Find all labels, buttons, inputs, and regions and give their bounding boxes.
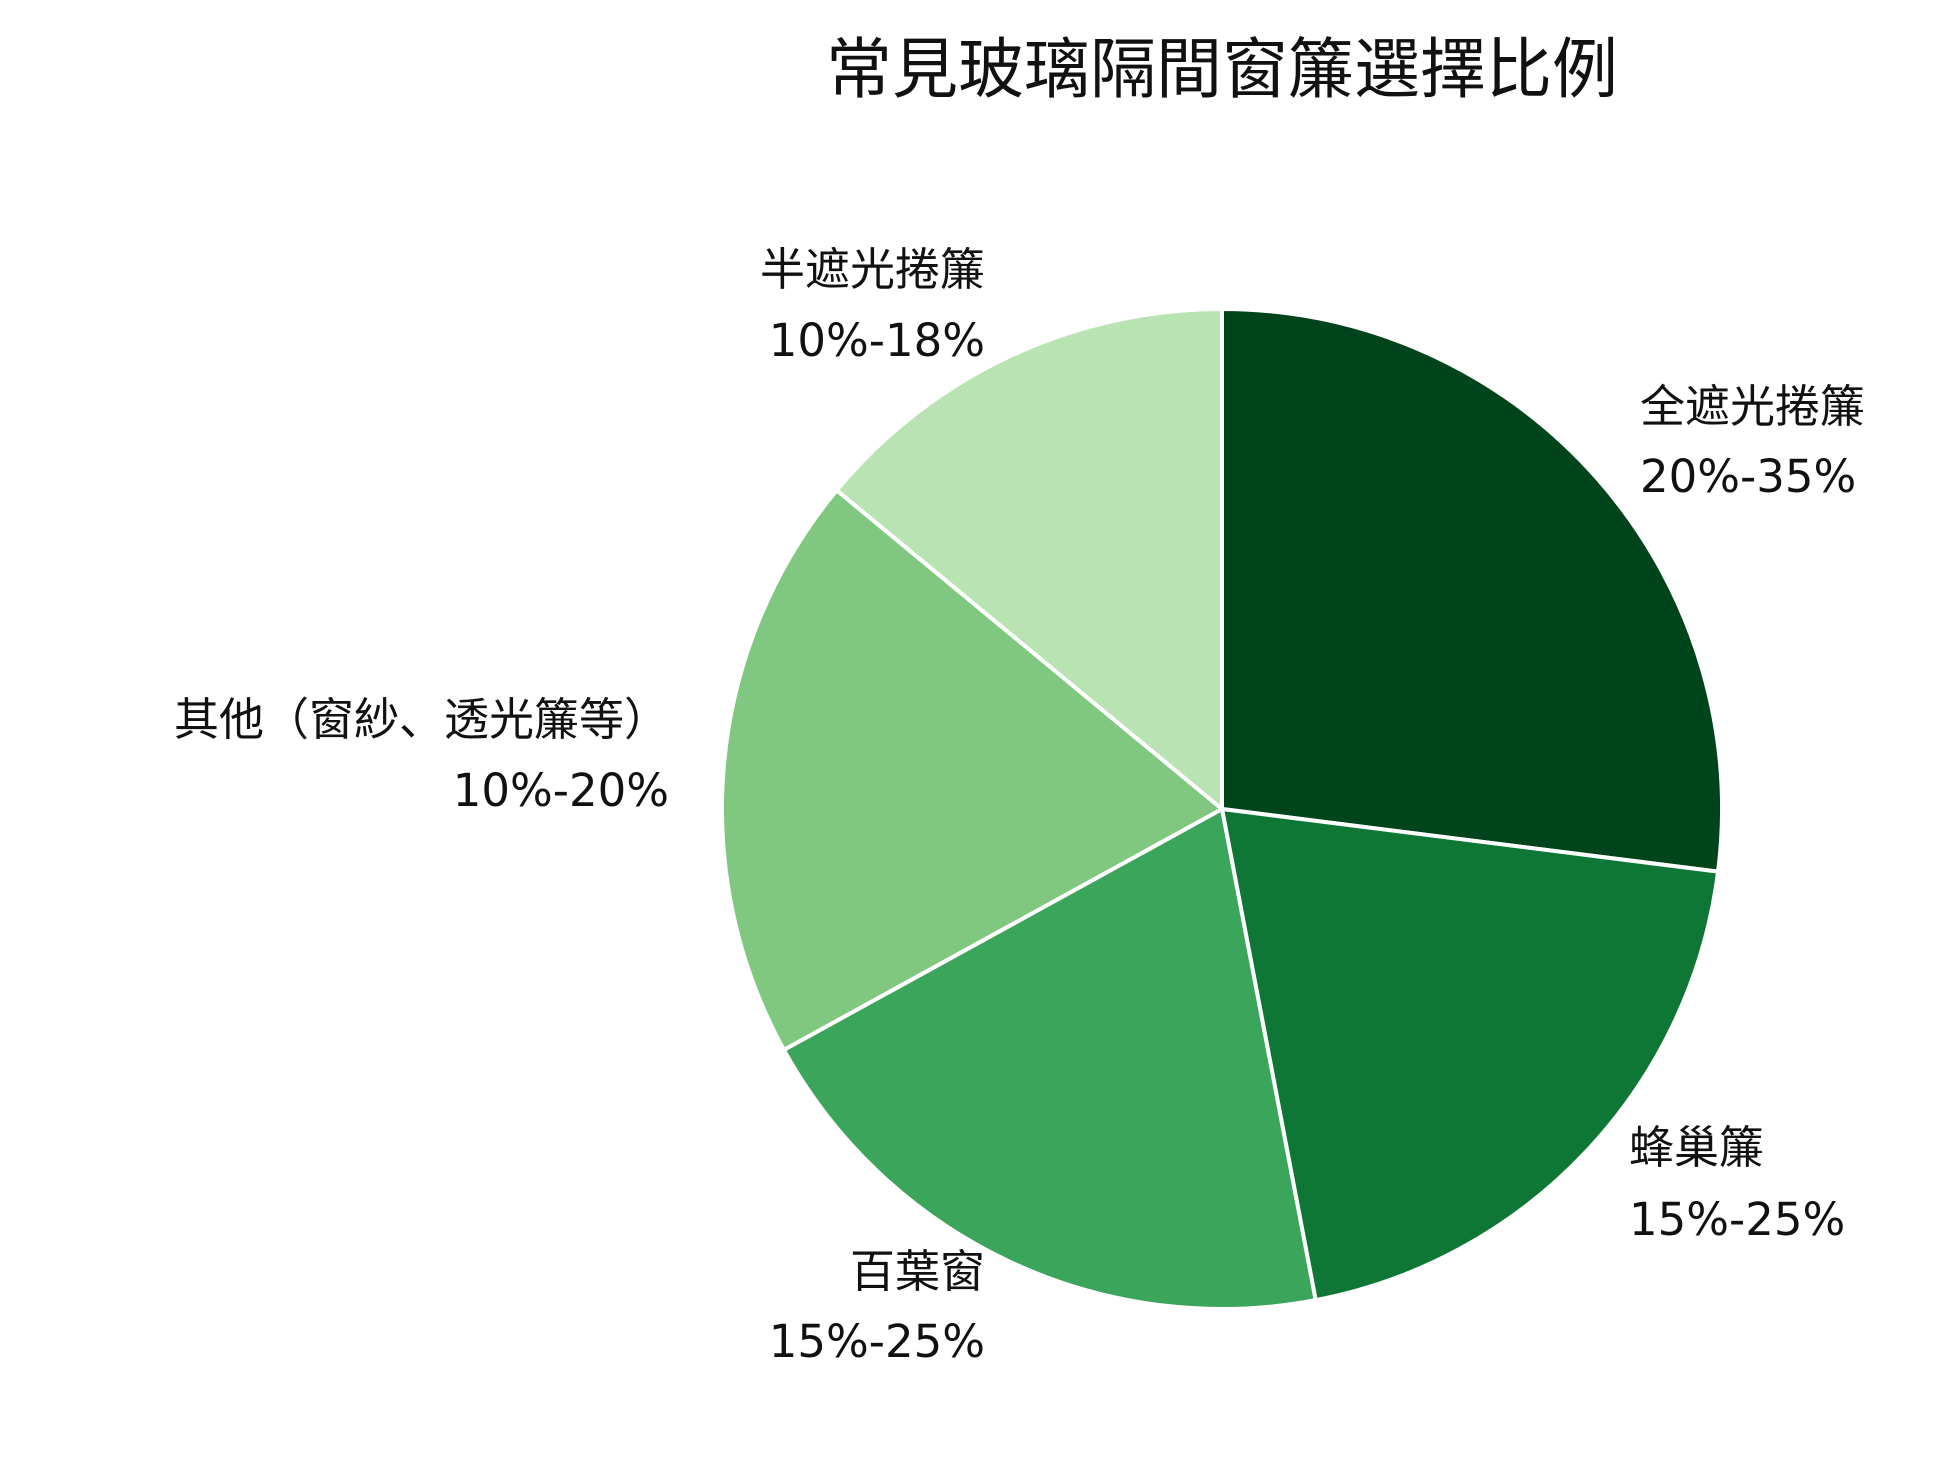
slice-label-1-range: 15%-25% xyxy=(1629,1193,1845,1246)
slice-label-2-range: 15%-25% xyxy=(769,1315,985,1368)
slice-label-3-range: 10%-20% xyxy=(453,764,669,817)
slice-label-4-range: 10%-18% xyxy=(769,314,985,367)
slice-label-4-name: 半遮光捲簾 xyxy=(760,243,985,296)
slice-label-0-name: 全遮光捲簾 xyxy=(1640,380,1865,433)
slice-label-0-range: 20%-35% xyxy=(1640,450,1856,503)
slice-label-1-name: 蜂巢簾 xyxy=(1629,1121,1764,1174)
pie-slice-0 xyxy=(1220,307,1724,874)
slice-label-2-name: 百葉窗 xyxy=(850,1245,985,1298)
pie-slice-2 xyxy=(781,807,1318,1311)
slice-label-3-name: 其他（窗紗、透光簾等） xyxy=(174,693,669,746)
chart-title: 常見玻璃隔間窗簾選擇比例 xyxy=(826,31,1618,108)
pie-slice-1 xyxy=(1220,807,1721,1303)
pie-slice-3 xyxy=(720,488,1224,1052)
pie-slice-4 xyxy=(834,307,1224,811)
